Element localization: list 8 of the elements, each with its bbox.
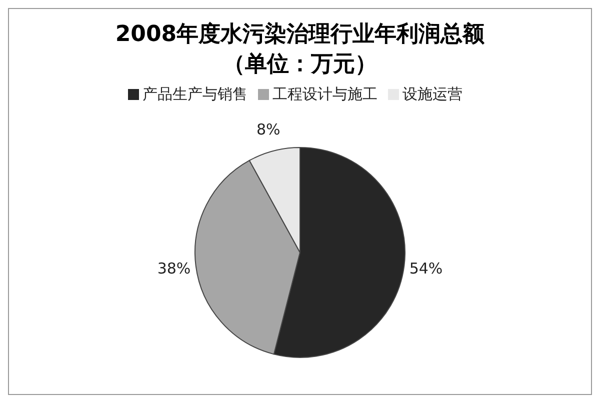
data-label: 38% [157,259,191,278]
data-label: 8% [256,120,280,138]
data-label: 54% [409,259,443,278]
legend-label: 工程设计与施工 [272,85,378,103]
legend-label: 产品生产与销售 [142,85,248,103]
legend-label: 设施运营 [402,85,462,103]
chart-subtitle: （单位：万元） [222,51,378,79]
chart-title: 2008年度水污染治理行业年利润总额 [114,20,486,49]
